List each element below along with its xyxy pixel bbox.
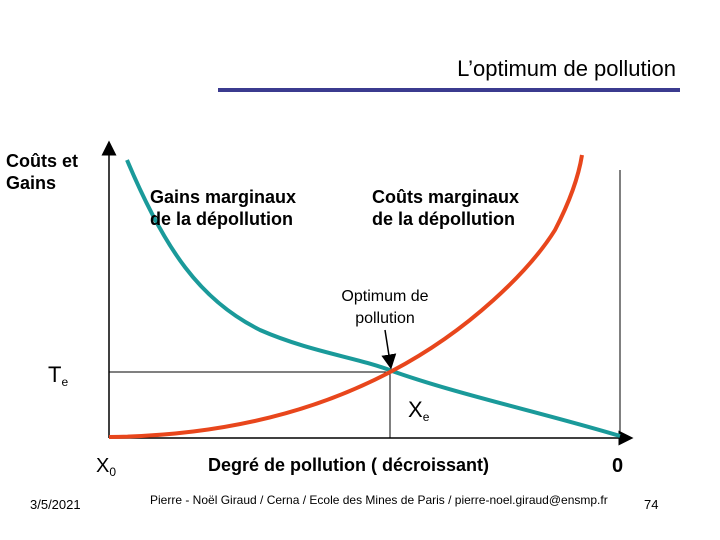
- title-underline: [218, 88, 680, 92]
- xe-main: X: [408, 397, 423, 422]
- xe-sub: e: [422, 410, 430, 424]
- xe-label: Xe: [408, 397, 429, 424]
- x0-sub: 0: [109, 465, 117, 479]
- te-label: Te: [48, 362, 68, 389]
- optimum-arrow: [381, 329, 397, 370]
- gains-marginaux-label: Gains marginaux de la dépollution: [150, 187, 297, 229]
- optimum-label: Optimum de pollution: [341, 288, 429, 327]
- y-axis-label: Coûts et Gains: [6, 151, 78, 193]
- x0-label: X0: [96, 455, 116, 479]
- slide-title: L’optimum de pollution: [457, 56, 676, 81]
- footer-page-number: 74: [644, 497, 659, 512]
- te-sub: e: [61, 375, 69, 389]
- gains-marginaux-curve: [125, 159, 621, 438]
- footer-author: Pierre - Noël Giraud / Cerna / Ecole des…: [150, 493, 608, 507]
- x0-main: X: [96, 455, 110, 477]
- x-axis-label: Degré de pollution ( décroissant): [208, 455, 490, 475]
- couts-marginaux-label: Coûts marginaux de la dépollution: [372, 187, 520, 229]
- couts-marginaux-curve: [108, 154, 584, 439]
- te-main: T: [48, 362, 62, 387]
- footer-date: 3/5/2021: [30, 497, 81, 512]
- x-axis-end-label: 0: [612, 455, 624, 477]
